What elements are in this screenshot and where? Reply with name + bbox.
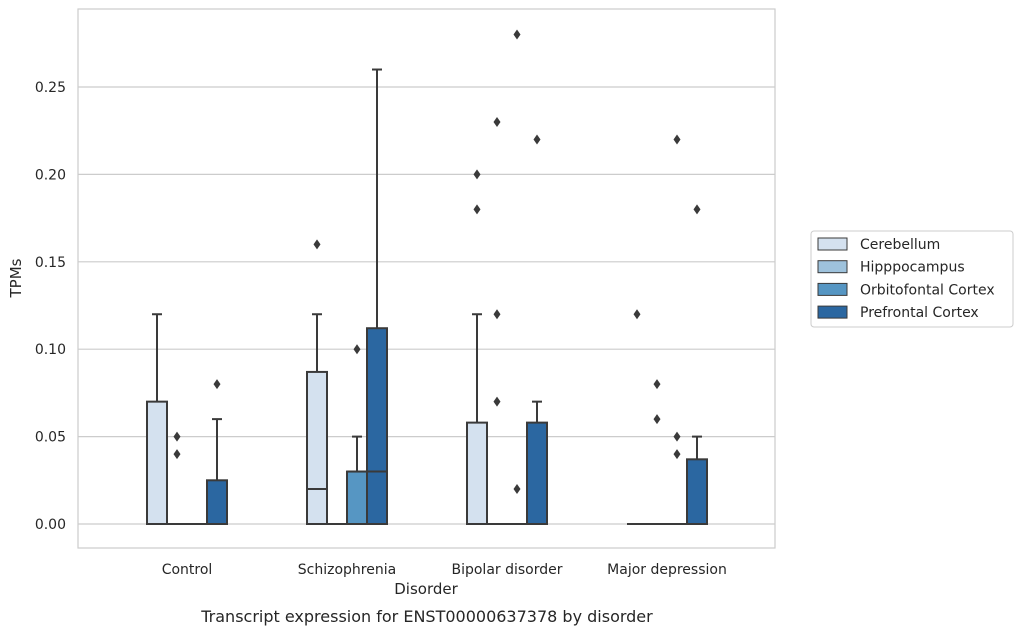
legend-label: Cerebellum	[860, 237, 940, 253]
y-tick-label: 0.15	[35, 255, 66, 271]
box	[146, 400, 168, 526]
x-tick-label: Major depression	[607, 562, 727, 578]
y-tick-label: 0.05	[35, 430, 66, 446]
legend: Cerebellum Hipppocampus Orbitofontal Corte…	[810, 230, 1014, 328]
box-group	[686, 204, 708, 526]
box-group	[667, 134, 687, 525]
outlier-point	[653, 414, 661, 425]
outlier-point	[673, 134, 681, 145]
outlier-point	[633, 309, 641, 320]
box	[346, 470, 368, 525]
outlier-point	[473, 169, 481, 180]
box	[686, 458, 708, 526]
outlier-point	[213, 379, 221, 390]
x-axis-label: Disorder	[394, 580, 458, 598]
box	[526, 421, 548, 525]
box	[306, 370, 328, 526]
box-group	[487, 116, 507, 525]
box-series	[146, 29, 708, 526]
box-group	[146, 313, 168, 526]
box-group	[306, 239, 328, 526]
box-group	[167, 431, 187, 525]
box-group	[647, 379, 667, 525]
x-tick-label: Control	[162, 562, 213, 578]
box	[466, 421, 488, 525]
box	[206, 479, 228, 525]
y-tick-label: 0.25	[35, 80, 66, 96]
outlier-point	[653, 379, 661, 390]
x-tick-label: Schizophrenia	[298, 562, 396, 578]
outlier-point	[473, 204, 481, 215]
legend-swatch	[817, 260, 848, 274]
legend-swatch	[817, 305, 848, 319]
legend-label: Hipppocampus	[860, 260, 965, 276]
outlier-point	[673, 449, 681, 460]
box-group	[507, 29, 527, 525]
box-group	[627, 309, 647, 525]
y-tick-label: 0.10	[35, 342, 66, 358]
outlier-point	[493, 396, 501, 407]
outlier-point	[313, 239, 321, 250]
y-tick-labels: 0.00 0.05 0.10 0.15 0.20 0.25	[35, 80, 66, 533]
plot-frame	[77, 8, 776, 549]
box-group	[466, 169, 488, 525]
box-group	[526, 134, 548, 525]
outlier-point	[513, 484, 521, 495]
box	[366, 327, 388, 525]
outlier-point	[173, 449, 181, 460]
chart-caption: Transcript expression for ENST0000063737…	[200, 607, 653, 626]
box-group	[206, 379, 228, 525]
outlier-point	[533, 134, 541, 145]
legend-label: Orbitofontal Cortex	[860, 282, 995, 298]
outlier-point	[173, 431, 181, 442]
x-tick-labels: Control Schizophrenia Bipolar disorder Majo…	[162, 562, 727, 578]
outlier-point	[513, 29, 521, 40]
outlier-point	[353, 344, 361, 355]
y-tick-label: 0.00	[35, 517, 66, 533]
legend-swatch	[817, 237, 848, 251]
plot-area	[78, 9, 775, 548]
box-group	[366, 68, 388, 525]
y-tick-label: 0.20	[35, 167, 66, 183]
legend-swatch	[817, 282, 848, 296]
outlier-point	[693, 204, 701, 215]
y-axis-label: TPMs	[7, 258, 25, 298]
outlier-point	[673, 431, 681, 442]
box-group	[346, 344, 368, 525]
legend-frame	[810, 230, 1014, 328]
legend-label: Prefrontal Cortex	[860, 305, 979, 321]
outlier-point	[493, 116, 501, 127]
x-tick-label: Bipolar disorder	[451, 562, 562, 578]
outlier-point	[493, 309, 501, 320]
